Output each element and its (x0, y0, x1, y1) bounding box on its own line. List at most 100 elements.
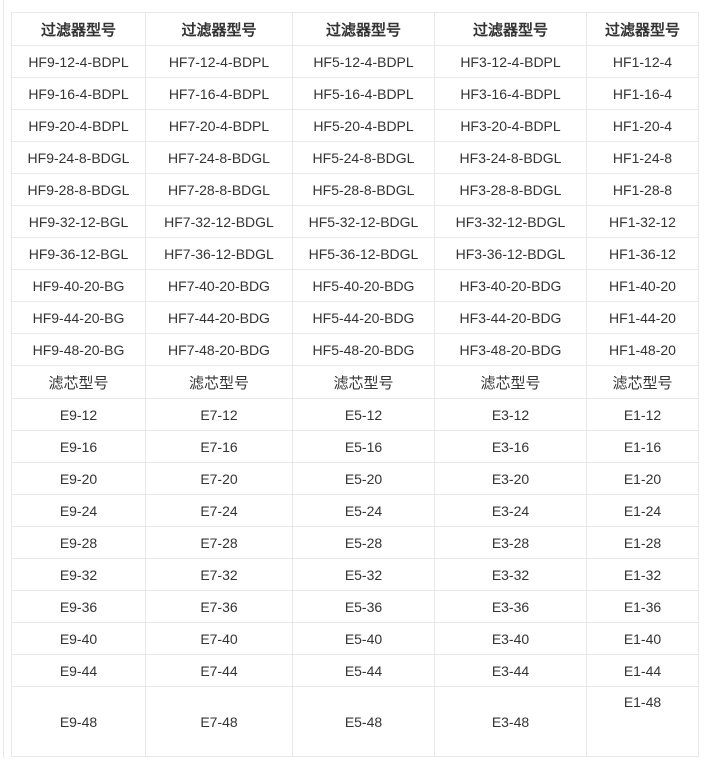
section-header-cell: 滤芯型号 (11, 365, 146, 399)
section-header-row: 滤芯型号 滤芯型号 滤芯型号 滤芯型号 滤芯型号 (11, 365, 699, 399)
model-cell: HF1-16-4 (586, 77, 699, 110)
model-cell: E7-44 (145, 654, 293, 687)
model-cell: E5-28 (292, 526, 435, 559)
table-row: HF9-16-4-BDPL HF7-16-4-BDPL HF5-16-4-BDPL H… (11, 77, 699, 110)
model-cell: E1-32 (586, 558, 699, 591)
model-cell: HF9-48-20-BG (11, 333, 146, 366)
table-row: HF9-24-8-BDGL HF7-24-8-BDGL HF5-24-8-BDGL H… (11, 141, 699, 174)
model-cell: HF7-12-4-BDPL (145, 45, 293, 78)
table-row: HF9-32-12-BGL HF7-32-12-BDGL HF5-32-12-BDG… (11, 205, 699, 238)
model-cell: HF9-20-4-BDPL (11, 109, 146, 142)
model-cell: HF1-20-4 (586, 109, 699, 142)
model-cell: HF5-44-20-BDG (292, 301, 435, 334)
model-cell: E1-44 (586, 654, 699, 687)
model-cell: HF9-28-8-BDGL (11, 173, 146, 206)
model-cell: E5-40 (292, 622, 435, 655)
model-cell: HF5-32-12-BDGL (292, 205, 435, 238)
table-row: E9-36 E7-36 E5-36 E3-36 E1-36 (11, 590, 699, 623)
model-cell: HF5-28-8-BDGL (292, 173, 435, 206)
model-cell: HF7-20-4-BDPL (145, 109, 293, 142)
model-cell: HF5-36-12-BDGL (292, 237, 435, 270)
model-cell: HF7-16-4-BDPL (145, 77, 293, 110)
model-cell: E7-32 (145, 558, 293, 591)
model-cell: HF1-40-20 (586, 269, 699, 302)
model-cell: HF3-48-20-BDG (434, 333, 587, 366)
model-cell: E3-24 (434, 494, 587, 527)
model-cell: HF1-44-20 (586, 301, 699, 334)
model-cell: E9-40 (11, 622, 146, 655)
model-cell: E9-24 (11, 494, 146, 527)
section-header-cell: 滤芯型号 (292, 365, 435, 399)
model-cell: E1-20 (586, 462, 699, 495)
model-cell: E1-48 (586, 686, 699, 757)
model-cell: HF7-36-12-BDGL (145, 237, 293, 270)
table-row: HF9-28-8-BDGL HF7-28-8-BDGL HF5-28-8-BDGL H… (11, 173, 699, 206)
model-cell: E3-44 (434, 654, 587, 687)
model-cell: HF9-40-20-BG (11, 269, 146, 302)
model-cell: HF3-44-20-BDG (434, 301, 587, 334)
model-cell: E9-16 (11, 430, 146, 463)
model-cell: E1-16 (586, 430, 699, 463)
model-cell: HF1-24-8 (586, 141, 699, 174)
model-cell: HF3-20-4-BDPL (434, 109, 587, 142)
model-cell: HF1-48-20 (586, 333, 699, 366)
model-cell: HF3-40-20-BDG (434, 269, 587, 302)
section-header-row: 过滤器型号 过滤器型号 过滤器型号 过滤器型号 过滤器型号 (11, 12, 699, 46)
model-cell: E9-20 (11, 462, 146, 495)
model-cell: E7-12 (145, 398, 293, 431)
table-row: E9-12 E7-12 E5-12 E3-12 E1-12 (11, 398, 699, 431)
section-header-cell: 滤芯型号 (586, 365, 699, 399)
table-row: E9-32 E7-32 E5-32 E3-32 E1-32 (11, 558, 699, 591)
section-header-cell: 过滤器型号 (586, 12, 699, 46)
model-cell: E9-32 (11, 558, 146, 591)
model-cell: HF5-40-20-BDG (292, 269, 435, 302)
table-row: HF9-36-12-BGL HF7-36-12-BDGL HF5-36-12-BDG… (11, 237, 699, 270)
model-cell: HF3-28-8-BDGL (434, 173, 587, 206)
model-cell: E3-32 (434, 558, 587, 591)
table-row: E9-48 E7-48 E5-48 E3-48 E1-48 (11, 686, 699, 757)
section-element-models: 滤芯型号 滤芯型号 滤芯型号 滤芯型号 滤芯型号 E9-12 E7-12 E5-12 E3-12… (11, 365, 699, 757)
model-cell: E5-20 (292, 462, 435, 495)
model-cell: HF9-12-4-BDPL (11, 45, 146, 78)
model-cell: E3-48 (434, 686, 587, 757)
model-cell: HF3-12-4-BDPL (434, 45, 587, 78)
model-cell: HF7-24-8-BDGL (145, 141, 293, 174)
model-cell: E3-40 (434, 622, 587, 655)
model-cell: HF7-28-8-BDGL (145, 173, 293, 206)
model-cell: HF9-16-4-BDPL (11, 77, 146, 110)
table-row: E9-28 E7-28 E5-28 E3-28 E1-28 (11, 526, 699, 559)
model-cell: E5-32 (292, 558, 435, 591)
section-header-cell: 滤芯型号 (145, 365, 293, 399)
table-row: E9-20 E7-20 E5-20 E3-20 E1-20 (11, 462, 699, 495)
table-row: E9-44 E7-44 E5-44 E3-44 E1-44 (11, 654, 699, 687)
model-cell: E7-16 (145, 430, 293, 463)
model-cell: E3-28 (434, 526, 587, 559)
model-cell: HF5-24-8-BDGL (292, 141, 435, 174)
model-cell: E1-24 (586, 494, 699, 527)
model-cell: E9-12 (11, 398, 146, 431)
model-cell: HF7-44-20-BDG (145, 301, 293, 334)
model-cell: E3-36 (434, 590, 587, 623)
model-cell: HF5-16-4-BDPL (292, 77, 435, 110)
model-cell: E3-16 (434, 430, 587, 463)
model-table: 过滤器型号 过滤器型号 过滤器型号 过滤器型号 过滤器型号 HF9-12-4-BDPL HF… (11, 12, 699, 757)
model-cell: HF3-24-8-BDGL (434, 141, 587, 174)
model-cell: HF9-24-8-BDGL (11, 141, 146, 174)
table-row: HF9-48-20-BG HF7-48-20-BDG HF5-48-20-BDG HF… (11, 333, 699, 366)
model-cell: HF7-48-20-BDG (145, 333, 293, 366)
model-cell: HF9-36-12-BGL (11, 237, 146, 270)
table-row: E9-16 E7-16 E5-16 E3-16 E1-16 (11, 430, 699, 463)
model-cell: E1-28 (586, 526, 699, 559)
model-cell: E7-36 (145, 590, 293, 623)
model-cell: E3-20 (434, 462, 587, 495)
model-cell: E9-36 (11, 590, 146, 623)
model-cell: E9-44 (11, 654, 146, 687)
table-row: HF9-20-4-BDPL HF7-20-4-BDPL HF5-20-4-BDPL H… (11, 109, 699, 142)
model-cell: HF1-32-12 (586, 205, 699, 238)
model-cell: HF9-32-12-BGL (11, 205, 146, 238)
model-cell: E1-36 (586, 590, 699, 623)
model-cell: HF3-16-4-BDPL (434, 77, 587, 110)
model-cell: HF5-20-4-BDPL (292, 109, 435, 142)
model-cell: HF3-36-12-BDGL (434, 237, 587, 270)
